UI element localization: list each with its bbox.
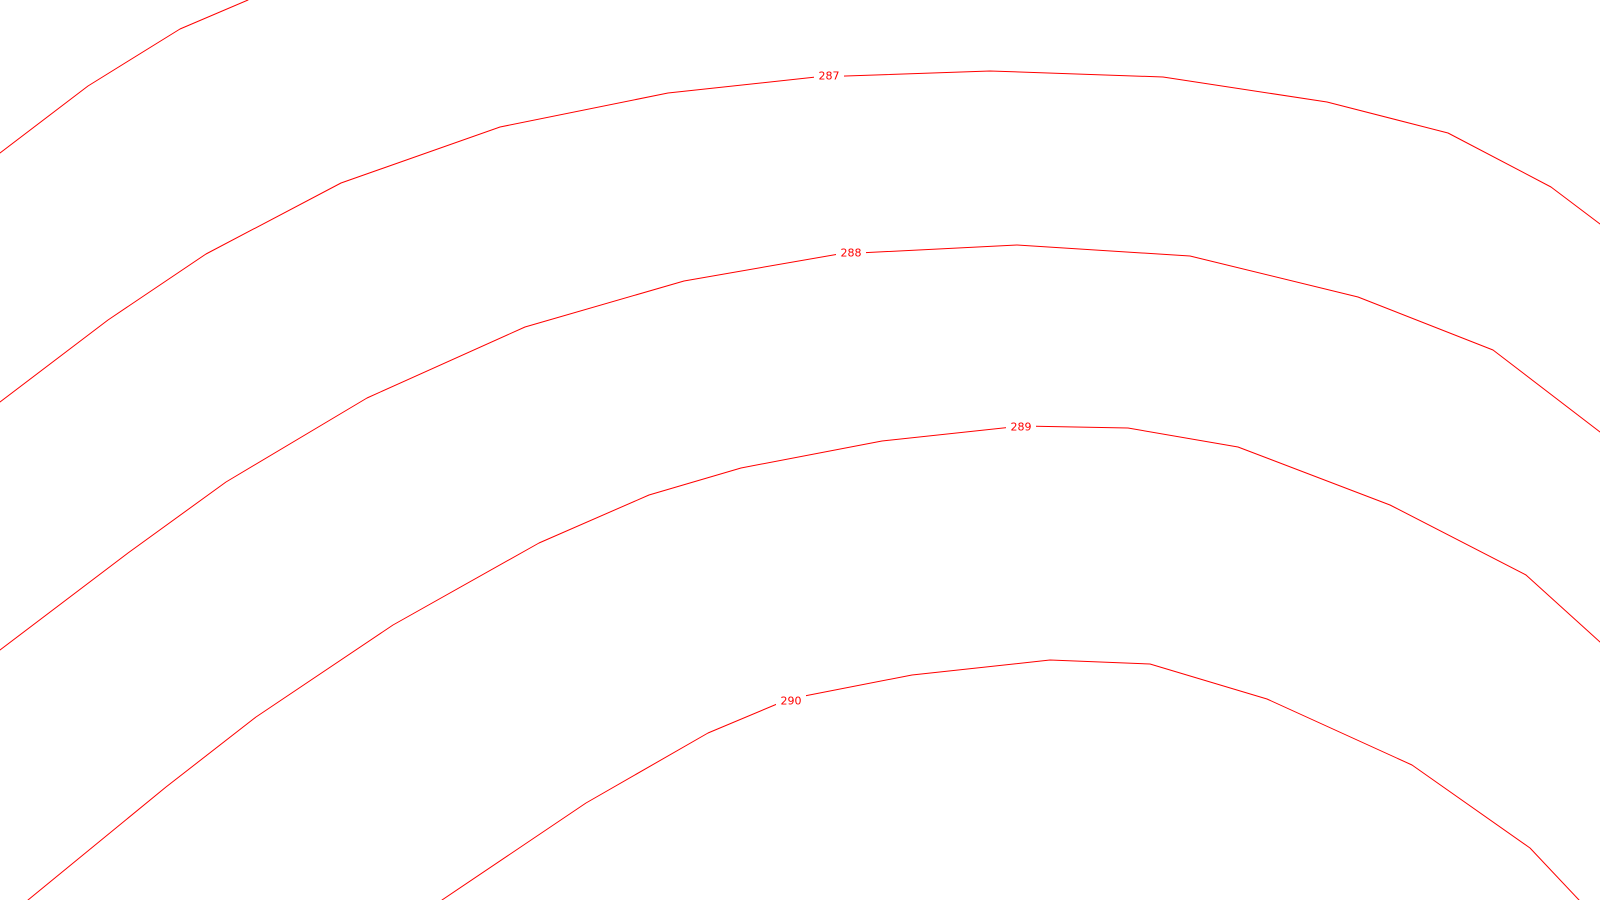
contour-label-287: 287 — [819, 70, 840, 83]
contour-label-287-mask — [814, 69, 844, 83]
contour-line-290 — [441, 659, 1580, 900]
contour-label-288: 288 — [841, 247, 862, 260]
contour-label-290: 290 — [781, 695, 802, 708]
contour-label-288-mask — [836, 246, 866, 260]
contour-line-289 — [27, 425, 1600, 900]
contour-label-289-mask — [1006, 420, 1036, 434]
contour-label-289: 289 — [1011, 421, 1032, 434]
contour-line-288 — [0, 244, 1600, 651]
contour-line-286 — [0, 0, 249, 154]
contour-label-290-mask — [776, 694, 806, 708]
